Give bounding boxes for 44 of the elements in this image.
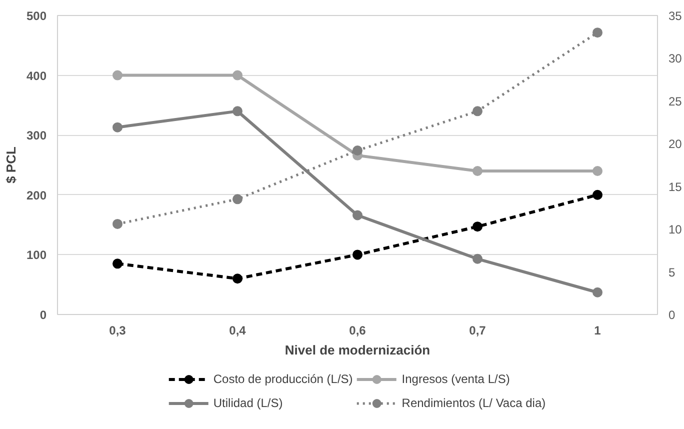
point bbox=[112, 70, 122, 80]
legend-label: Utilidad (L/S) bbox=[213, 396, 283, 410]
y-axis-title: $ PCL bbox=[3, 146, 18, 184]
y-tick-label: 200 bbox=[26, 188, 47, 202]
point bbox=[472, 254, 482, 264]
y2-tick-label: 0 bbox=[668, 308, 676, 322]
point bbox=[352, 210, 362, 220]
point bbox=[232, 106, 242, 116]
point bbox=[472, 222, 482, 232]
point bbox=[592, 190, 602, 200]
y2-tick-label: 25 bbox=[668, 94, 682, 108]
y2-tick-label: 10 bbox=[668, 222, 682, 237]
point bbox=[592, 28, 602, 38]
point bbox=[112, 122, 122, 132]
y-tick-label: 500 bbox=[26, 9, 47, 23]
point bbox=[112, 258, 122, 269]
x-axis-title: Nivel de modernización bbox=[284, 342, 430, 358]
y2-tick-label: 30 bbox=[668, 52, 682, 66]
point bbox=[112, 218, 122, 229]
point bbox=[592, 166, 602, 176]
y2-tick-label: 15 bbox=[668, 180, 682, 194]
y2-tick-label: 5 bbox=[668, 265, 676, 280]
point bbox=[232, 194, 242, 204]
legend-label: Rendimientos (L/ Vaca dia) bbox=[402, 396, 546, 410]
x-tick-label: 1 bbox=[594, 324, 602, 338]
y-tick-label: 300 bbox=[26, 128, 47, 143]
point bbox=[232, 70, 242, 80]
x-tick-label: 0,4 bbox=[229, 324, 246, 338]
point bbox=[352, 145, 362, 156]
x-tick-label: 0,3 bbox=[109, 324, 126, 338]
legend-label: Costo de producción (L/S) bbox=[213, 372, 353, 386]
point bbox=[592, 287, 602, 298]
point bbox=[352, 250, 362, 260]
y2-tick-label: 20 bbox=[668, 137, 682, 152]
x-tick-label: 0,6 bbox=[349, 324, 366, 338]
y-tick-label: 100 bbox=[26, 248, 47, 262]
y-tick-label: 0 bbox=[40, 308, 47, 322]
y2-tick-label: 35 bbox=[668, 9, 682, 23]
y-tick-label: 400 bbox=[26, 68, 47, 83]
legend-label: Ingresos (venta L/S) bbox=[402, 372, 510, 386]
point bbox=[472, 106, 482, 116]
x-tick-label: 0,7 bbox=[469, 324, 486, 338]
point bbox=[232, 274, 242, 284]
point bbox=[472, 166, 482, 176]
